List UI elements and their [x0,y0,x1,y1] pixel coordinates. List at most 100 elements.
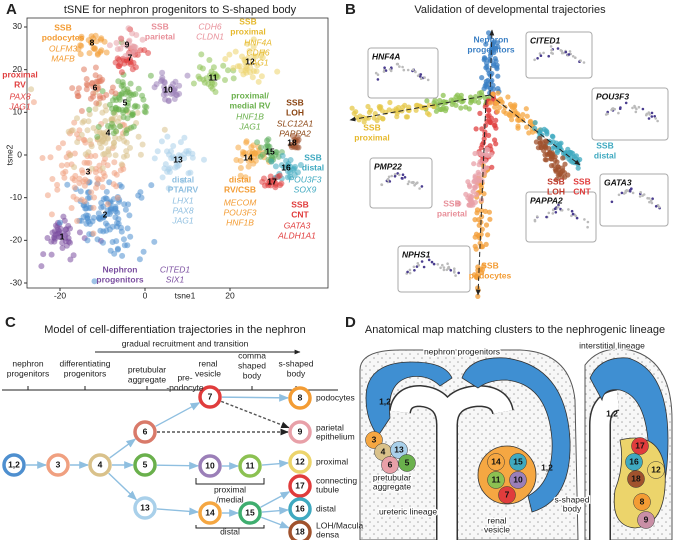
cell-dot [463,104,469,110]
cell-dot [162,161,169,168]
cell-dot [187,169,194,176]
cluster-number: 17 [267,176,277,186]
cell-dot [93,128,100,135]
inset-dot [398,173,401,177]
cell-dot [472,217,478,223]
cell-dot [93,184,99,191]
inset-dot [533,58,536,62]
cluster-name: PTA/RV [168,184,199,194]
cell-dot [483,41,489,47]
cluster-number: 10 [163,84,173,94]
cluster-number: 12 [245,56,255,66]
node-label: 5 [143,459,148,469]
cluster-name: proximal [2,69,37,79]
cell-dot [91,278,98,285]
cell-dot [552,166,558,172]
inset-dot [407,180,411,183]
cell-dot [78,131,85,138]
cell-dot [368,107,374,113]
cell-dot [121,60,128,67]
inset-dot [557,203,560,207]
cell-dot [147,72,154,79]
inset-dot [650,111,654,115]
trajectory-arrow [489,94,581,166]
inset-dot [419,75,422,78]
cell-dot [254,62,261,69]
inset-dot [436,263,440,266]
stage-label: differentiating [60,358,111,368]
cell-dot [140,248,147,255]
cell-dot [67,152,74,159]
cell-dot [141,47,148,54]
cell-dot [92,64,99,71]
anatomy-label: ureteric lineage [379,506,437,516]
panel-title: Model of cell-differentiation trajectori… [44,324,306,336]
cell-dot [125,38,132,45]
region-label: 3 [372,434,377,444]
cluster-number: 3 [86,166,91,176]
inset-dot [606,112,609,116]
marker-gene: CDH6 [246,47,269,57]
inset-dot [645,113,648,117]
cell-dot [424,98,430,104]
cell-dot [475,169,481,175]
cluster-number: 7 [128,52,133,62]
cell-dot [212,89,219,95]
ureteric-bud [390,386,513,540]
cell-dot [122,107,129,113]
cell-dot [95,84,102,91]
inset-dot [406,270,409,274]
cell-dot [380,116,386,122]
inset-dot [412,265,416,269]
inset-dot [411,68,415,72]
y-tick-label: -20 [10,235,23,245]
cell-dot [547,140,553,146]
stage-label: progenitors [7,368,50,378]
cell-dot [92,106,99,112]
cluster-node [288,520,312,540]
cell-dot [554,159,560,165]
cell-dot [486,132,492,138]
cell-dot [107,101,113,108]
cell-dot [473,191,480,198]
cluster-number: 9 [125,39,130,49]
cell-dot [124,152,130,159]
region-patch [509,471,527,489]
cell-dot [99,109,106,116]
cell-dot [70,252,77,259]
inset-dot [414,70,417,74]
cell-dot [237,172,244,179]
cell-dot [294,138,301,145]
cell-dot [113,106,120,113]
cell-dot [472,174,478,181]
panel-letter: A [6,1,17,18]
marker-gene: PAPPA2 [279,128,311,138]
cell-dot [479,126,485,132]
cluster-node [238,501,262,525]
cluster-name: medial RV [230,100,271,110]
cell-dot [116,123,123,130]
inset-dot [586,220,590,224]
cell-dot [486,107,492,114]
fate-label: podocytes [316,392,355,402]
cell-dot [220,62,227,69]
cell-dot [104,162,111,169]
stage-note: proximal [214,484,246,494]
cell-dot [532,120,538,126]
gene-inset [525,191,597,243]
cell-dot [170,143,177,149]
inset-dot [574,56,577,59]
y-tick-label: 0 [17,149,22,159]
cell-dot [458,105,464,111]
cell-dot [413,107,419,113]
inset-dot [447,266,450,270]
cell-dot [93,38,100,45]
cell-dot [148,182,155,189]
cell-dot [86,50,93,57]
cell-dot [165,98,172,105]
cell-dot [543,157,550,163]
cell-dot [85,118,92,125]
cell-dot [103,92,110,98]
region-patch [365,431,383,449]
